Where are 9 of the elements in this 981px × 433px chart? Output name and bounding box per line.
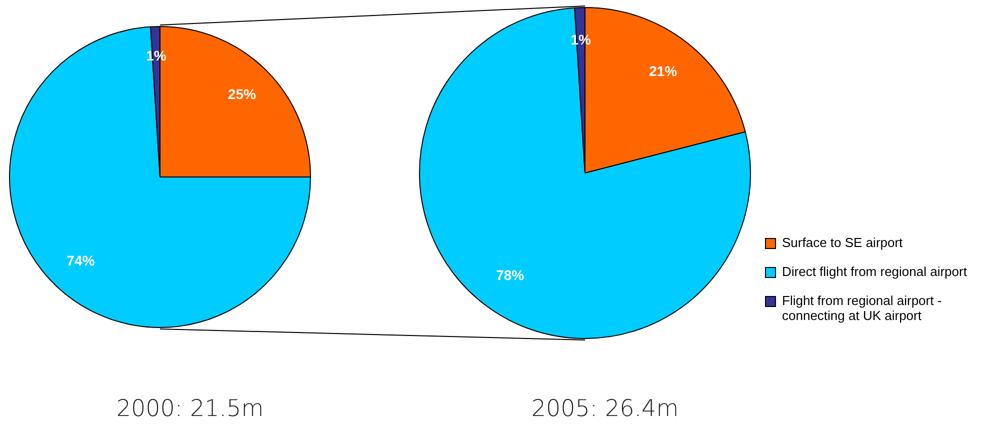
text: 2000: 21.5m <box>116 396 264 422</box>
legend-label: Surface to SE airport <box>782 235 903 250</box>
data-label: 78% <box>496 266 525 283</box>
data-label: 25% <box>228 86 256 102</box>
data-label: 74% <box>66 252 96 268</box>
legend-label: Flight from regional airport - connecting at UK airport <box>782 293 943 323</box>
legend-label: Direct flight from regional airport <box>782 264 967 279</box>
data-label: 21% <box>649 63 678 80</box>
text: 2005: 26.4m <box>531 396 679 422</box>
